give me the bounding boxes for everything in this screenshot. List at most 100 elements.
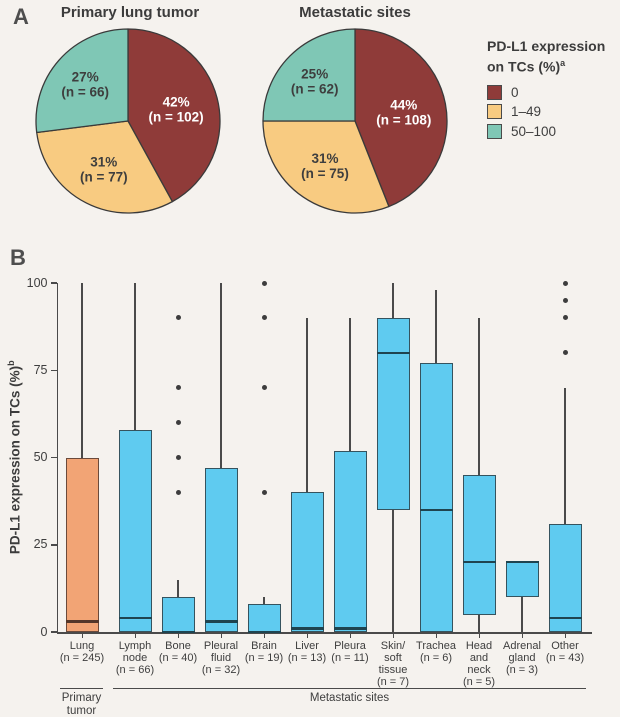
y-axis-tick <box>50 369 57 371</box>
box-whisker <box>564 387 566 632</box>
y-axis-tick-label: 75 <box>33 362 48 377</box>
legend-item: 50–100 <box>487 123 620 139</box>
pie-slice-0 <box>127 28 221 203</box>
box-median <box>376 351 410 354</box>
pie-chart-metastatic-sites: 44% (n = 108) 31% (n = 75) 25% (n = 62) <box>262 28 448 214</box>
y-axis-tick <box>50 282 57 284</box>
x-axis-category-label: Head and neck (n = 5) <box>462 640 496 688</box>
box-iqr <box>462 474 496 615</box>
outlier-dot <box>175 315 181 321</box>
y-axis-tick <box>50 544 57 546</box>
legend-title-line2: on TCs (%)a <box>487 58 566 75</box>
box-whisker <box>220 283 222 632</box>
panel-a-label: A <box>13 4 30 29</box>
x-axis-tick <box>81 633 83 638</box>
pie-slice-50–100 <box>262 28 356 122</box>
legend-swatch <box>487 123 502 139</box>
box-whisker <box>306 317 308 632</box>
x-axis-tick <box>435 633 437 638</box>
x-axis-tick <box>263 633 265 638</box>
x-axis-category-label: Pleura (n = 11) <box>331 640 369 664</box>
panel-b-label: B <box>10 245 27 270</box>
pie-chart-primary-lung-tumor: 42% (n = 102) 31% (n = 77) 27% (n = 66) <box>35 28 221 214</box>
x-axis-category-label: Skin/ soft tissue (n = 7) <box>376 640 410 688</box>
outlier-dot <box>175 455 181 460</box>
box-median <box>161 630 195 634</box>
pie-slice-0 <box>354 28 448 208</box>
legend-item-label: 50–100 <box>511 123 557 139</box>
pie-slice-1–49 <box>36 120 173 214</box>
box-iqr <box>333 450 367 632</box>
x-axis-category-label: Lung (n = 245) <box>59 640 105 664</box>
box-iqr <box>419 363 453 632</box>
x-axis-category-label: Other (n = 43) <box>545 640 585 664</box>
box-median <box>247 630 281 634</box>
x-axis-line <box>56 632 592 634</box>
pie-metastatic-title: Metastatic sites <box>299 4 411 21</box>
pie-slice-50–100 <box>35 28 129 134</box>
box-median <box>548 616 582 620</box>
box-median <box>118 616 152 620</box>
pie-legend: PD-L1 expression on TCs (%)a 0 1–49 50–100 <box>487 38 620 143</box>
outlier-dot <box>261 489 267 495</box>
legend-items: 0 1–49 50–100 <box>487 84 620 139</box>
group-bracket-line <box>113 688 586 690</box>
box-median <box>204 620 238 623</box>
outlier-dot <box>175 420 181 426</box>
pie-slice-label: 25% (n = 62) <box>291 67 339 97</box>
pie-slice-label: 42% (n = 102) <box>149 95 204 125</box>
box-median <box>462 561 496 564</box>
legend-item: 0 <box>487 84 620 100</box>
legend-item: 1–49 <box>487 104 620 120</box>
group-label: Metastatic sites <box>309 692 390 704</box>
outlier-dot <box>175 385 181 391</box>
y-axis-tick-label: 50 <box>33 450 48 464</box>
x-axis-tick <box>134 633 136 638</box>
outlier-dot <box>261 385 267 391</box>
box-iqr <box>548 523 582 632</box>
box-median <box>505 561 539 564</box>
y-axis-tick <box>50 456 57 459</box>
x-axis-tick <box>220 633 222 638</box>
y-axis-tick-label: 100 <box>26 275 48 290</box>
pie-slice-label: 27% (n = 66) <box>61 69 109 99</box>
group-bracket-line <box>60 688 103 690</box>
legend-swatch <box>487 84 502 100</box>
x-axis-tick <box>564 633 566 638</box>
x-axis-tick <box>306 633 308 638</box>
box-iqr <box>204 467 238 632</box>
box-median <box>333 627 367 630</box>
outlier-dot <box>261 315 267 321</box>
x-axis-tick <box>521 633 523 638</box>
box-median <box>290 627 324 630</box>
outlier-dot <box>562 315 568 321</box>
x-axis-category-label: Adrenal gland (n = 3) <box>503 640 541 676</box>
y-axis-tick <box>50 631 57 633</box>
legend-item-label: 1–49 <box>511 104 542 120</box>
outlier-dot <box>261 280 267 286</box>
x-axis-tick <box>392 633 394 638</box>
outlier-dot <box>175 489 181 495</box>
x-axis-tick <box>478 633 480 638</box>
outlier-dot <box>562 280 568 286</box>
box-iqr <box>376 317 410 510</box>
x-axis-category-label: Lymph node (n = 66) <box>115 640 155 676</box>
box-iqr <box>290 492 324 632</box>
box-iqr <box>505 562 539 598</box>
x-axis-tick <box>349 633 351 638</box>
box-iqr <box>65 457 99 632</box>
y-axis-tick-label: 25 <box>33 537 48 552</box>
y-axis-line <box>56 283 58 634</box>
box-median <box>419 508 453 511</box>
box-whisker <box>521 562 523 632</box>
group-label: Primary tumor <box>61 692 102 717</box>
box-iqr <box>118 429 152 632</box>
x-axis-category-label: Pleural fluid (n = 32) <box>201 640 241 676</box>
x-axis-category-label: Brain (n = 19) <box>244 640 284 664</box>
x-axis-tick <box>177 633 179 638</box>
legend-title-superscript: a <box>560 58 566 68</box>
legend-title-line1: PD-L1 expression <box>487 38 606 54</box>
pie-slice-1–49 <box>262 120 390 214</box>
legend-item-label: 0 <box>511 84 519 100</box>
